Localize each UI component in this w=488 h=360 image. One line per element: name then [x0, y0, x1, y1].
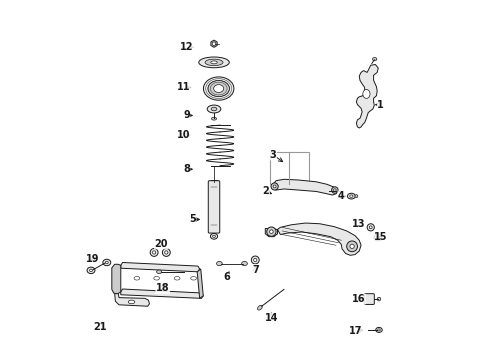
Polygon shape — [115, 294, 149, 306]
FancyBboxPatch shape — [364, 294, 373, 305]
Text: 11: 11 — [177, 82, 190, 93]
Ellipse shape — [368, 226, 371, 229]
Text: 19: 19 — [86, 254, 100, 264]
Ellipse shape — [362, 89, 369, 98]
Ellipse shape — [331, 187, 337, 193]
Ellipse shape — [253, 258, 256, 262]
Ellipse shape — [373, 234, 381, 241]
Ellipse shape — [210, 233, 217, 239]
Ellipse shape — [204, 59, 223, 66]
Ellipse shape — [162, 248, 170, 256]
Text: 9: 9 — [183, 111, 189, 121]
Polygon shape — [356, 64, 378, 128]
Ellipse shape — [273, 185, 276, 188]
Ellipse shape — [190, 276, 196, 280]
Text: 4: 4 — [337, 191, 344, 201]
Ellipse shape — [241, 261, 247, 266]
Polygon shape — [197, 269, 203, 298]
Polygon shape — [112, 264, 121, 294]
Ellipse shape — [150, 248, 158, 256]
Text: 10: 10 — [177, 130, 190, 140]
Ellipse shape — [376, 236, 379, 239]
Ellipse shape — [207, 105, 221, 113]
Polygon shape — [210, 40, 217, 47]
Ellipse shape — [198, 57, 229, 68]
Ellipse shape — [346, 241, 357, 252]
Ellipse shape — [207, 81, 229, 96]
Text: 14: 14 — [264, 313, 278, 323]
Text: 1: 1 — [377, 100, 384, 110]
Ellipse shape — [128, 300, 135, 304]
Ellipse shape — [105, 261, 108, 264]
Ellipse shape — [102, 259, 110, 266]
Ellipse shape — [270, 183, 278, 190]
Polygon shape — [272, 179, 337, 195]
Text: 6: 6 — [223, 272, 229, 282]
Text: 17: 17 — [348, 325, 362, 336]
Bar — [269, 152, 308, 184]
Polygon shape — [121, 289, 203, 298]
Text: 20: 20 — [154, 239, 168, 249]
Ellipse shape — [266, 227, 276, 236]
Ellipse shape — [89, 269, 92, 272]
Ellipse shape — [174, 276, 180, 280]
Text: 8: 8 — [183, 164, 189, 174]
FancyBboxPatch shape — [208, 181, 219, 233]
Circle shape — [212, 42, 215, 45]
Ellipse shape — [257, 305, 262, 310]
Text: 5: 5 — [189, 215, 196, 224]
Ellipse shape — [349, 195, 352, 197]
Ellipse shape — [211, 107, 217, 111]
Text: 16: 16 — [351, 294, 365, 304]
Text: 3: 3 — [269, 150, 276, 160]
Ellipse shape — [333, 189, 335, 191]
Text: 2: 2 — [262, 186, 269, 197]
Polygon shape — [265, 223, 360, 255]
Text: 13: 13 — [351, 219, 365, 229]
Ellipse shape — [87, 267, 95, 274]
Ellipse shape — [269, 230, 273, 233]
Ellipse shape — [203, 77, 233, 100]
Text: 15: 15 — [373, 232, 386, 242]
Text: 12: 12 — [180, 42, 193, 52]
Ellipse shape — [354, 195, 357, 198]
Ellipse shape — [153, 276, 159, 280]
Ellipse shape — [210, 61, 217, 64]
Ellipse shape — [377, 329, 380, 331]
Ellipse shape — [134, 276, 140, 280]
Ellipse shape — [216, 261, 222, 266]
Ellipse shape — [376, 297, 380, 301]
Ellipse shape — [372, 58, 376, 61]
Ellipse shape — [212, 235, 215, 237]
Ellipse shape — [156, 270, 162, 274]
Text: 21: 21 — [93, 322, 107, 332]
Ellipse shape — [346, 193, 355, 199]
Ellipse shape — [211, 117, 216, 120]
Polygon shape — [121, 262, 199, 272]
Text: 7: 7 — [251, 265, 258, 275]
Ellipse shape — [164, 251, 167, 254]
Ellipse shape — [366, 224, 373, 231]
Ellipse shape — [213, 85, 223, 93]
Ellipse shape — [349, 244, 353, 248]
Ellipse shape — [375, 327, 382, 332]
Ellipse shape — [152, 251, 155, 254]
Ellipse shape — [251, 256, 259, 264]
Text: 18: 18 — [156, 283, 169, 293]
